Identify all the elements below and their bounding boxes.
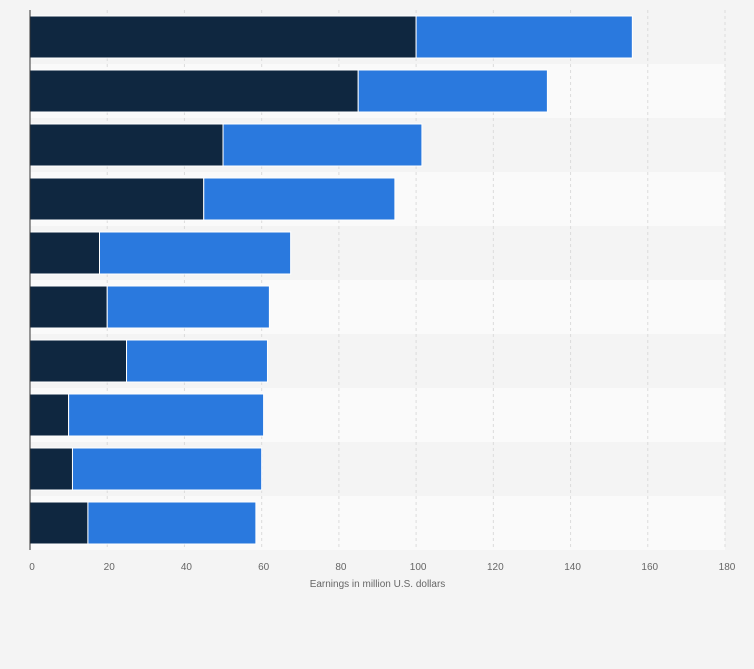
bars bbox=[29, 15, 633, 545]
bar-segment-series-1 bbox=[29, 177, 205, 221]
bar-segment-series-2 bbox=[68, 393, 265, 437]
x-axis-title: Earnings in million U.S. dollars bbox=[310, 579, 446, 590]
x-tick-label: 100 bbox=[410, 562, 427, 573]
bar-segment-series-2 bbox=[99, 231, 292, 275]
bar-segment-series-2 bbox=[126, 339, 268, 383]
bar-segment-series-1 bbox=[29, 231, 100, 275]
x-tick-label: 40 bbox=[181, 562, 193, 573]
bar-segment-series-2 bbox=[415, 15, 633, 59]
bar-segment-series-2 bbox=[203, 177, 396, 221]
x-axis-ticks: 0 20 40 60 80 100 120 140 160 180 bbox=[29, 562, 736, 573]
bar-segment-series-1 bbox=[29, 447, 73, 491]
bar-segment-series-1 bbox=[29, 123, 224, 167]
x-tick-label: 60 bbox=[258, 562, 270, 573]
x-tick-label: 0 bbox=[29, 562, 35, 573]
bar-segment-series-2 bbox=[87, 501, 257, 545]
bar-segment-series-1 bbox=[29, 15, 417, 59]
bar-segment-series-2 bbox=[71, 447, 263, 491]
x-tick-label: 160 bbox=[641, 562, 658, 573]
x-tick-label: 20 bbox=[104, 562, 116, 573]
x-tick-label: 120 bbox=[487, 562, 504, 573]
bar-segment-series-2 bbox=[222, 123, 423, 167]
bar-segment-series-1 bbox=[29, 285, 108, 329]
bar-segment-series-1 bbox=[29, 501, 89, 545]
x-tick-label: 80 bbox=[335, 562, 347, 573]
bar-segment-series-2 bbox=[357, 69, 548, 113]
bar-segment-series-1 bbox=[29, 69, 359, 113]
x-tick-label: 180 bbox=[719, 562, 736, 573]
bar-segment-series-1 bbox=[29, 339, 128, 383]
bar-segment-series-1 bbox=[29, 393, 70, 437]
x-tick-label: 140 bbox=[564, 562, 581, 573]
bar-segment-series-2 bbox=[106, 285, 270, 329]
